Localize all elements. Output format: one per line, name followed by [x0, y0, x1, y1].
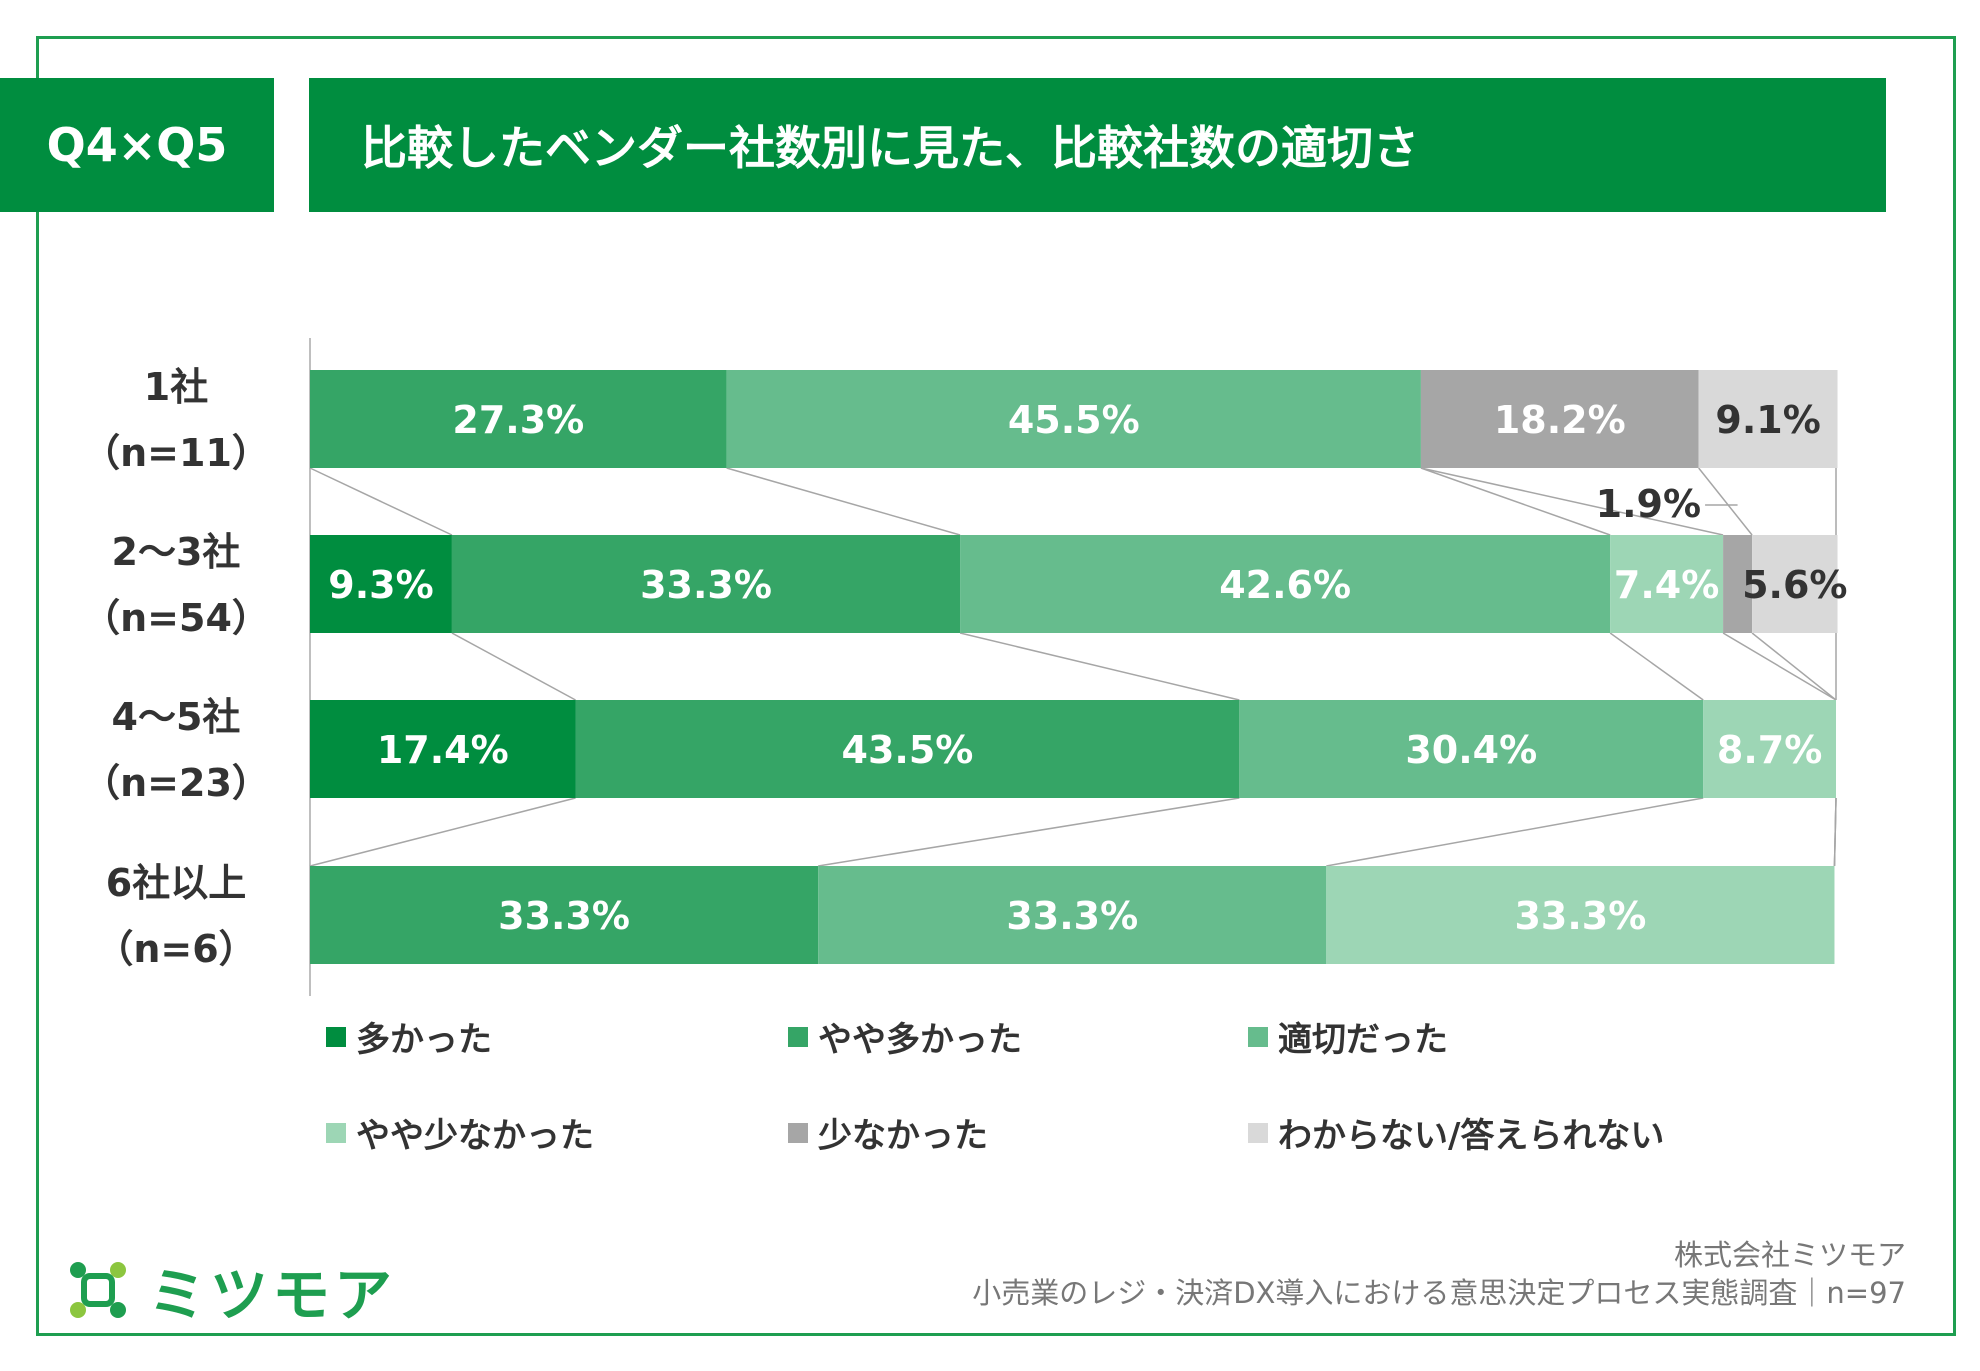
connector-line: [1420, 467, 1611, 536]
legend-label: やや多かった: [818, 1020, 1022, 1060]
bar-segment: [1703, 700, 1836, 798]
legend-label: 多かった: [356, 1020, 492, 1060]
legend-item: やや多かった: [788, 1012, 1022, 1061]
question-badge: Q4×Q5: [0, 78, 274, 212]
data-label: 9.1%: [1715, 398, 1820, 442]
bar-segment: [451, 535, 961, 633]
data-label: 7.4%: [1614, 563, 1719, 607]
chart-title: 比較したベンダー社数別に見た、比較社数の適切さ: [361, 121, 1419, 175]
connector-line: [309, 467, 453, 536]
survey-credit: 小売業のレジ・決済DX導入における意思決定プロセス実態調査｜n=97: [972, 1276, 1906, 1310]
bar-segment: [726, 370, 1421, 468]
data-label: 30.4%: [1405, 728, 1537, 772]
bar-segment: [310, 535, 452, 633]
company-credit: 株式会社ミツモア: [1673, 1238, 1906, 1272]
data-label: 17.4%: [377, 728, 509, 772]
legend-swatch: [788, 1026, 808, 1047]
bar-segment: [310, 866, 819, 964]
bar-segment: [1420, 370, 1699, 468]
connector-line: [1698, 467, 1753, 536]
chart-title-bar: 比較したベンダー社数別に見た、比較社数の適切さ: [309, 78, 1886, 212]
mitsumore-logo-icon: [70, 1262, 126, 1318]
bar-segment: [1326, 866, 1835, 964]
connector-line: [309, 797, 576, 867]
legend-swatch: [326, 1026, 346, 1047]
connector-line: [818, 797, 1240, 867]
data-label: 33.3%: [640, 563, 772, 607]
bar-segment: [1610, 535, 1724, 633]
legend-item: 多かった: [326, 1012, 492, 1061]
brand-logo: ミツモア: [66, 1248, 396, 1332]
data-label: 45.5%: [1008, 398, 1140, 442]
connector-line: [451, 632, 576, 701]
bar-segment: [1752, 535, 1838, 633]
connector-line: [1751, 632, 1837, 701]
legend-label: わからない/答えられない: [1278, 1116, 1665, 1156]
legend-swatch: [326, 1122, 346, 1143]
data-label: 9.3%: [328, 563, 433, 607]
category-label: 1社: [144, 365, 208, 409]
category-label: 6社以上: [106, 861, 246, 905]
bar-segment: [575, 700, 1240, 798]
connector-line: [1833, 797, 1837, 867]
bar-segment: [818, 866, 1327, 964]
connector-line: [726, 467, 961, 536]
connector-line: [1722, 632, 1837, 701]
category-n-label: （n=6）: [95, 927, 256, 971]
bar-segment: [960, 535, 1611, 633]
data-label: 42.6%: [1219, 563, 1351, 607]
data-label: 8.7%: [1717, 728, 1822, 772]
category-label: 4〜5社: [112, 695, 241, 739]
category-n-label: （n=23）: [82, 761, 270, 805]
data-label: 43.5%: [842, 728, 974, 772]
chart-frame: [36, 36, 1956, 1336]
category-n-label: （n=11）: [82, 431, 270, 475]
connector-line: [1326, 797, 1704, 867]
data-label: 1.9%: [1596, 482, 1701, 526]
connector-line: [1609, 632, 1704, 701]
logo-text: ミツモア: [148, 1261, 397, 1329]
data-label: 18.2%: [1494, 398, 1626, 442]
legend-item: 適切だった: [1248, 1012, 1448, 1061]
category-n-label: （n=54）: [82, 596, 270, 640]
legend-item: やや少なかった: [326, 1108, 594, 1157]
bar-segment: [310, 370, 727, 468]
legend-swatch: [1248, 1122, 1268, 1143]
data-label: 33.3%: [498, 894, 630, 938]
bar-segment: [1698, 370, 1838, 468]
legend-label: やや少なかった: [356, 1116, 594, 1156]
stacked-bar-chart: 27.3% 45.5% 18.2% 9.1% 1社 （n=11） 9.3% 33.3% 42.6…: [82, 338, 1847, 996]
legend-label: 適切だった: [1278, 1020, 1448, 1060]
bar-segment: [310, 700, 576, 798]
legend-item: 少なかった: [788, 1108, 988, 1157]
data-label: 27.3%: [452, 398, 584, 442]
connector-line: [959, 632, 1240, 701]
category-label: 2〜3社: [112, 530, 241, 574]
data-label: 33.3%: [1006, 894, 1138, 938]
legend-swatch: [1248, 1026, 1268, 1047]
data-label: 5.6%: [1742, 563, 1847, 607]
bar-segment: [1723, 535, 1753, 633]
legend-swatch: [788, 1122, 808, 1143]
legend-item: わからない/答えられない: [1248, 1108, 1664, 1157]
connector-line: [1420, 467, 1724, 536]
data-label: 33.3%: [1514, 894, 1646, 938]
legend-label: 少なかった: [818, 1116, 988, 1156]
bar-segment: [1239, 700, 1704, 798]
